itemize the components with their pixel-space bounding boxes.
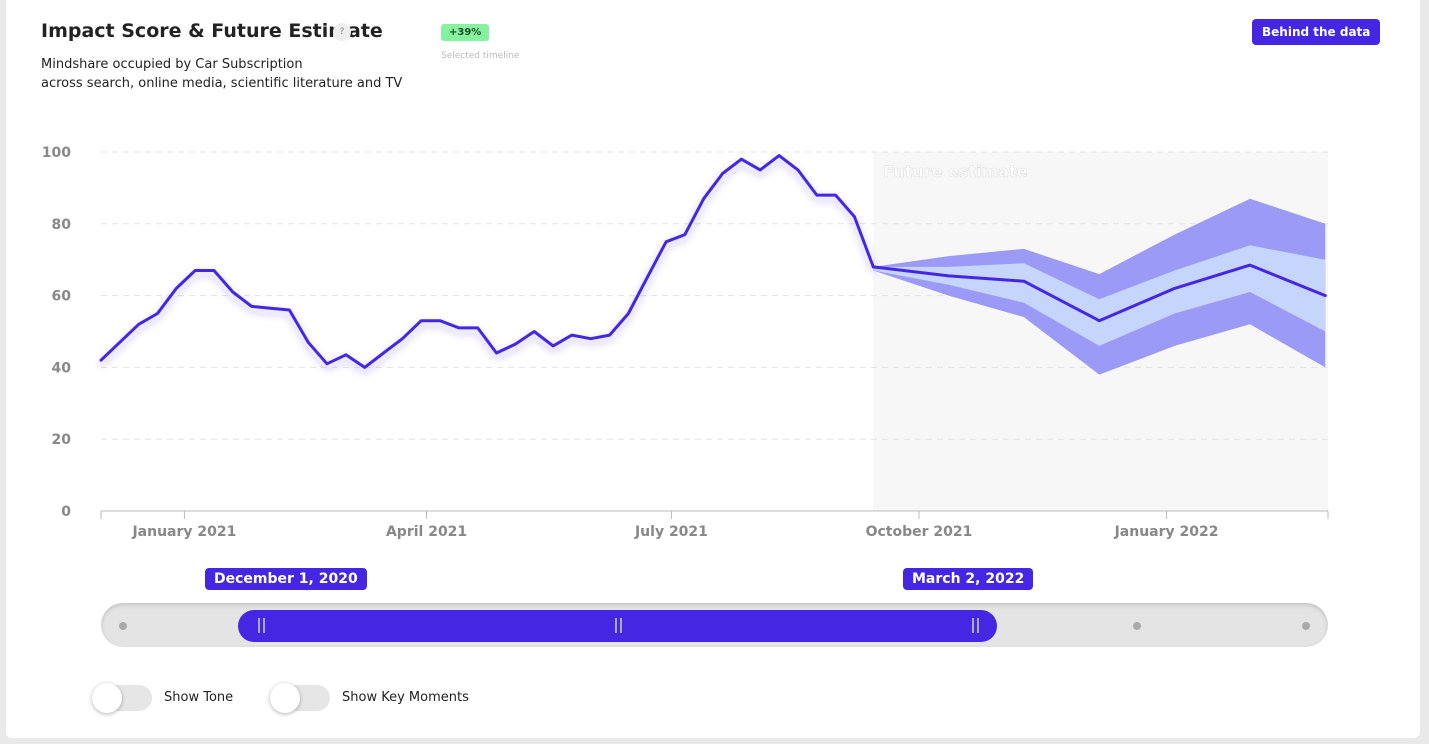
slider-dot (1133, 622, 1141, 630)
slider-dot (1302, 622, 1310, 630)
slider-start-label: December 1, 2020 (205, 568, 367, 590)
x-tick-label: July 2021 (634, 524, 708, 540)
toggle-label: Show Key Moments (342, 690, 469, 705)
inner-band (873, 245, 1326, 346)
x-tick-label: January 2022 (1114, 524, 1219, 540)
slider-end-label: March 2, 2022 (903, 568, 1034, 590)
slider-range[interactable] (238, 610, 997, 642)
slider-grip[interactable] (972, 618, 974, 633)
x-tick-label: January 2021 (131, 524, 236, 540)
title: Impact Score & Future Estimate (41, 20, 383, 42)
subtitle: across search, online media, scientific … (41, 76, 403, 91)
y-tick-label: 60 (52, 289, 72, 305)
x-tick-label: October 2021 (866, 524, 973, 540)
y-tick-label: 20 (52, 432, 72, 448)
y-tick-label: 80 (52, 217, 72, 233)
forecast-line (871, 263, 1327, 323)
slider-grip[interactable] (615, 618, 617, 633)
slider-dot (119, 622, 127, 630)
x-tick-label: April 2021 (386, 524, 467, 540)
toggle-knob[interactable] (270, 683, 300, 713)
badge-caption: Selected timeline (441, 51, 520, 61)
series-line (99, 154, 875, 369)
annotation: Future estimate (883, 162, 1028, 181)
y-tick-label: 0 (61, 504, 71, 520)
outer-band (873, 198, 1326, 375)
y-tick-label: 40 (52, 360, 72, 376)
toggle-knob[interactable] (92, 683, 122, 713)
y-tick-label: 100 (42, 145, 71, 161)
change-badge: +39% (441, 24, 490, 41)
slider-grip[interactable] (258, 618, 260, 633)
behind-data-button[interactable]: Behind the data (1252, 19, 1381, 45)
subtitle: Mindshare occupied by Car Subscription (41, 57, 303, 72)
toggle-label: Show Tone (164, 690, 234, 705)
help-icon[interactable]: ? (333, 23, 351, 41)
